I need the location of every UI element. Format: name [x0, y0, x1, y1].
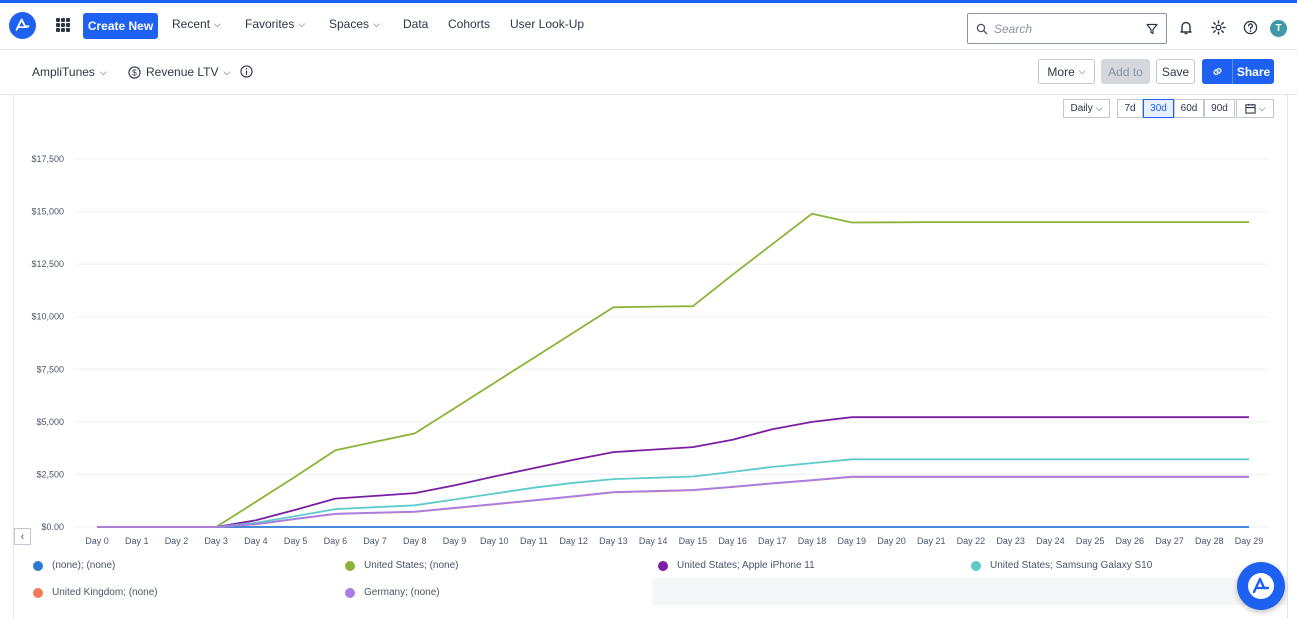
top-nav-bar: Create New Recent ⌵ Favorites ⌵ Spaces ⌵ Da… [0, 0, 1297, 50]
legend-swatch [33, 560, 43, 571]
legend-item[interactable]: (none); (none) [33, 560, 115, 571]
apps-grid-icon[interactable] [56, 18, 70, 32]
avatar[interactable]: T [1270, 20, 1287, 37]
chart-header-bar: AmpliTunes ⌵ $ Revenue LTV ⌵ More ⌵ Add to … [0, 50, 1297, 95]
create-new-button[interactable]: Create New [83, 13, 158, 39]
chevron-down-icon: ⌵ [1078, 66, 1086, 76]
nav-spaces-label: Spaces [329, 17, 370, 31]
legend-swatch [345, 587, 355, 598]
legend-label: (none); (none) [52, 560, 116, 571]
legend-item[interactable]: United States; Samsung Galaxy S10 [971, 560, 1152, 571]
more-label: More [1047, 64, 1075, 79]
legend-item[interactable]: Germany; (none) [345, 587, 440, 598]
legend-label: United Kingdom; (none) [52, 587, 158, 598]
legend-label: United States; Samsung Galaxy S10 [990, 560, 1153, 571]
amplitude-assistant-button[interactable] [1237, 562, 1285, 610]
add-to-button[interactable]: Add to [1101, 59, 1150, 84]
interval-select[interactable]: Daily ⌵ [1063, 99, 1110, 118]
chevron-down-icon: ⌵ [99, 66, 107, 77]
chevron-down-icon: ⌵ [214, 18, 221, 29]
legend-swatch [345, 560, 355, 571]
legend-swatch [658, 560, 668, 571]
nav-spaces[interactable]: Spaces ⌵ [329, 17, 380, 31]
amplitude-logo-icon [1248, 573, 1274, 599]
nav-favorites-label: Favorites [245, 17, 295, 31]
legend-item[interactable]: United Kingdom; (none) [33, 587, 158, 598]
filter-icon[interactable] [1146, 23, 1158, 35]
nav-cohorts[interactable]: Cohorts [448, 17, 491, 31]
date-picker-button[interactable]: ⌵ [1236, 99, 1274, 118]
legend-label: United States; (none) [364, 560, 459, 571]
chevron-down-icon: ⌵ [223, 66, 231, 77]
legend-item[interactable]: United States; Apple iPhone 11 [658, 560, 815, 571]
range-30d-button[interactable]: 30d [1143, 99, 1174, 118]
legend-swatch [971, 560, 981, 571]
chart-scroll-left-button[interactable]: ‹ [14, 528, 31, 545]
svg-text:$: $ [132, 67, 137, 77]
nav-recent-label: Recent [172, 17, 211, 31]
link-icon [1213, 68, 1221, 75]
dollar-circle-icon: $ [128, 65, 141, 79]
legend-label: United States; Apple iPhone 11 [677, 560, 815, 571]
chevron-down-icon: ⌵ [298, 18, 306, 29]
nav-user-lookup[interactable]: User Look-Up [510, 17, 585, 31]
help-icon[interactable] [1242, 19, 1258, 35]
chevron-down-icon: ⌵ [1258, 103, 1266, 113]
save-button[interactable]: Save [1156, 59, 1195, 84]
chart-panel [13, 95, 1288, 618]
chevron-down-icon: ⌵ [1095, 103, 1103, 113]
project-name: AmpliTunes [32, 65, 95, 79]
copy-link-button[interactable] [1202, 59, 1233, 84]
project-selector[interactable]: AmpliTunes ⌵ [32, 65, 107, 79]
calendar-icon [1244, 103, 1256, 114]
nav-recent[interactable]: Recent ⌵ [172, 17, 221, 31]
share-button[interactable]: Share [1233, 59, 1274, 84]
range-60d-button[interactable]: 60d [1174, 99, 1204, 118]
nav-data[interactable]: Data [403, 17, 429, 31]
more-button[interactable]: More ⌵ [1038, 59, 1095, 84]
amplitude-logo[interactable] [9, 12, 36, 39]
legend-swatch [33, 587, 43, 598]
interval-label: Daily [1070, 103, 1093, 114]
legend-shaded-area [652, 578, 1287, 605]
gear-icon[interactable] [1210, 19, 1226, 35]
search-icon [976, 23, 988, 34]
chart-type-label: Revenue LTV [146, 65, 219, 79]
legend-label: Germany; (none) [364, 587, 440, 598]
info-icon[interactable] [240, 65, 253, 78]
chevron-down-icon: ⌵ [373, 18, 380, 29]
nav-favorites[interactable]: Favorites ⌵ [245, 17, 305, 31]
chart-type-selector[interactable]: $ Revenue LTV ⌵ [128, 65, 230, 79]
search-placeholder: Search [994, 21, 1033, 36]
legend-item[interactable]: United States; (none) [345, 560, 459, 571]
search-input[interactable]: Search [967, 13, 1167, 44]
bell-icon[interactable] [1178, 19, 1194, 35]
range-90d-button[interactable]: 90d [1204, 99, 1235, 118]
range-7d-button[interactable]: 7d [1117, 99, 1143, 118]
